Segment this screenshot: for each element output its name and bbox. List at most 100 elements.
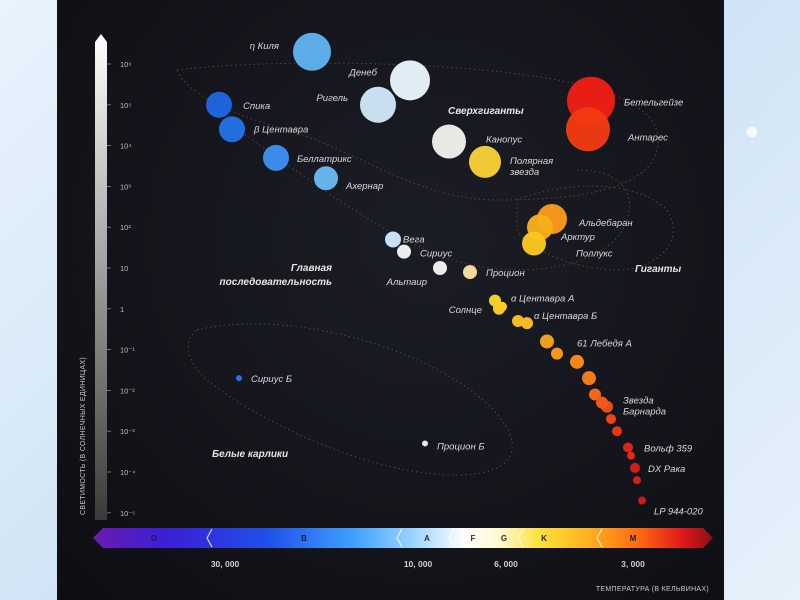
spectral-class-label: A <box>424 534 430 543</box>
white-dwarfs-region <box>187 323 513 476</box>
star-label: Арктур <box>560 232 595 243</box>
group-label-main-sequence: последовательность <box>220 277 333 288</box>
main-sequence-point <box>627 451 635 460</box>
star-point <box>638 496 646 505</box>
star-point <box>385 231 401 248</box>
y-axis-title: СВЕТИМОСТЬ (В СОЛНЕЧНЫХ ЕДИНИЦАХ) <box>80 357 87 515</box>
star-label: Звезда <box>623 396 654 407</box>
star-label: Денеб <box>348 67 377 78</box>
star-label: Канопус <box>486 135 522 146</box>
star-point <box>206 91 232 118</box>
star-label: Барнарда <box>623 407 666 418</box>
star-label: Поллукс <box>576 249 613 260</box>
star-point <box>314 166 338 191</box>
y-tick-label: 1 <box>120 305 124 314</box>
star-label: LP 944-020 <box>654 507 703 518</box>
luminosity-axis-bar <box>95 34 107 520</box>
y-tick-label: 10⁻⁴ <box>120 468 136 477</box>
star-point <box>623 442 633 453</box>
star-label: Полярная <box>510 156 553 167</box>
hr-diagram-panel: 10⁶ 10⁵ 10⁴ 10³ 10² 10 1 10⁻¹ 10⁻² 10⁻³ 10⁻⁴ 10⁻⁵ СВ… <box>57 0 724 600</box>
star-label: Альтаир <box>386 277 427 288</box>
group-label-supergiants: Сверхгиганты <box>448 106 524 117</box>
star-label: Ригель <box>316 93 348 104</box>
star-point <box>360 86 396 123</box>
star-point <box>463 265 477 280</box>
y-tick-label: 10⁵ <box>120 101 131 110</box>
star-label: Беллатрикс <box>297 154 352 165</box>
supergiants-region <box>176 62 659 201</box>
star-label: Бетельгейзе <box>624 98 683 109</box>
star-point <box>522 231 546 256</box>
spectral-separator <box>396 528 403 548</box>
star-label: Ахернар <box>345 181 383 192</box>
star-label: α Центавра Б <box>534 311 597 322</box>
y-tick-label: 10 <box>120 264 128 273</box>
main-sequence-point <box>570 354 584 369</box>
star-label: β Центавра <box>253 124 308 135</box>
main-sequence-point <box>633 476 641 485</box>
star-label: Солнце <box>449 305 482 316</box>
main-sequence-point <box>551 347 563 360</box>
y-tick-label: 10⁻³ <box>120 427 135 436</box>
star-point <box>540 334 554 349</box>
star-point <box>422 440 428 447</box>
star-label: Процион <box>486 268 525 279</box>
main-sequence-point <box>596 396 608 409</box>
star-label: DX Рака <box>648 464 685 475</box>
star-label: Антарес <box>627 132 668 143</box>
x-tick-label: 6, 000 <box>494 559 518 569</box>
spectral-separator <box>487 528 494 548</box>
spectral-separator <box>596 528 603 548</box>
spectral-class-label: B <box>301 534 307 543</box>
star-point <box>390 60 430 101</box>
spectral-class-label: G <box>501 534 507 543</box>
main-sequence-point <box>589 388 601 401</box>
y-tick-label: 10³ <box>120 182 131 191</box>
star-label: Вега <box>403 234 424 245</box>
y-tick-label: 10² <box>120 223 131 232</box>
star-point <box>469 145 501 178</box>
star-point <box>219 116 245 143</box>
star-label: Спика <box>243 101 270 112</box>
spectral-class-label: M <box>630 534 637 543</box>
group-label-white-dwarfs: Белые карлики <box>212 449 288 460</box>
star-label: η Киля <box>250 41 279 52</box>
star-point <box>263 144 289 171</box>
star-label: Сириус <box>420 249 452 260</box>
spectral-separator <box>517 528 524 548</box>
star-label: Процион Б <box>437 441 485 452</box>
x-axis-title: ТЕМПЕРАТУРА (В КЕЛЬВИНАХ) <box>596 586 709 593</box>
star-label: α Центавра А <box>511 294 574 305</box>
star-point <box>293 32 331 71</box>
main-sequence-point <box>521 317 533 330</box>
star-point <box>433 261 447 275</box>
star-point <box>397 244 411 259</box>
main-sequence-point <box>612 426 622 437</box>
y-tick-label: 10⁻¹ <box>120 346 135 355</box>
star-point <box>512 315 524 328</box>
spectral-class-label: K <box>541 534 547 543</box>
star-point <box>630 462 640 473</box>
hr-diagram-chart: 10⁶ 10⁵ 10⁴ 10³ 10² 10 1 10⁻¹ 10⁻² 10⁻³ 10⁻⁴ 10⁻⁵ СВ… <box>80 32 713 593</box>
y-tick-label: 10⁻⁵ <box>120 509 135 518</box>
star-point <box>566 107 610 152</box>
main-sequence-point <box>497 301 507 312</box>
spectral-separator <box>206 528 213 548</box>
star-label: Альдебаран <box>578 218 633 229</box>
star-label: Сириус Б <box>251 374 292 385</box>
star-label: 61 Лебедя А <box>577 338 632 349</box>
star-label: Вольф 359 <box>644 444 693 455</box>
star-point <box>236 375 242 382</box>
star-point <box>432 124 466 159</box>
x-tick-label: 3, 000 <box>621 559 645 569</box>
main-sequence-point <box>606 413 616 424</box>
y-tick-label: 10⁶ <box>120 60 131 69</box>
main-sequence-point <box>582 371 596 386</box>
giants-region <box>516 185 674 271</box>
spectral-separator <box>448 528 455 548</box>
group-label-giants: Гиганты <box>635 264 682 275</box>
star-label: звезда <box>509 167 539 178</box>
y-tick-label: 10⁴ <box>120 142 132 151</box>
x-tick-label: 10, 000 <box>404 559 433 569</box>
